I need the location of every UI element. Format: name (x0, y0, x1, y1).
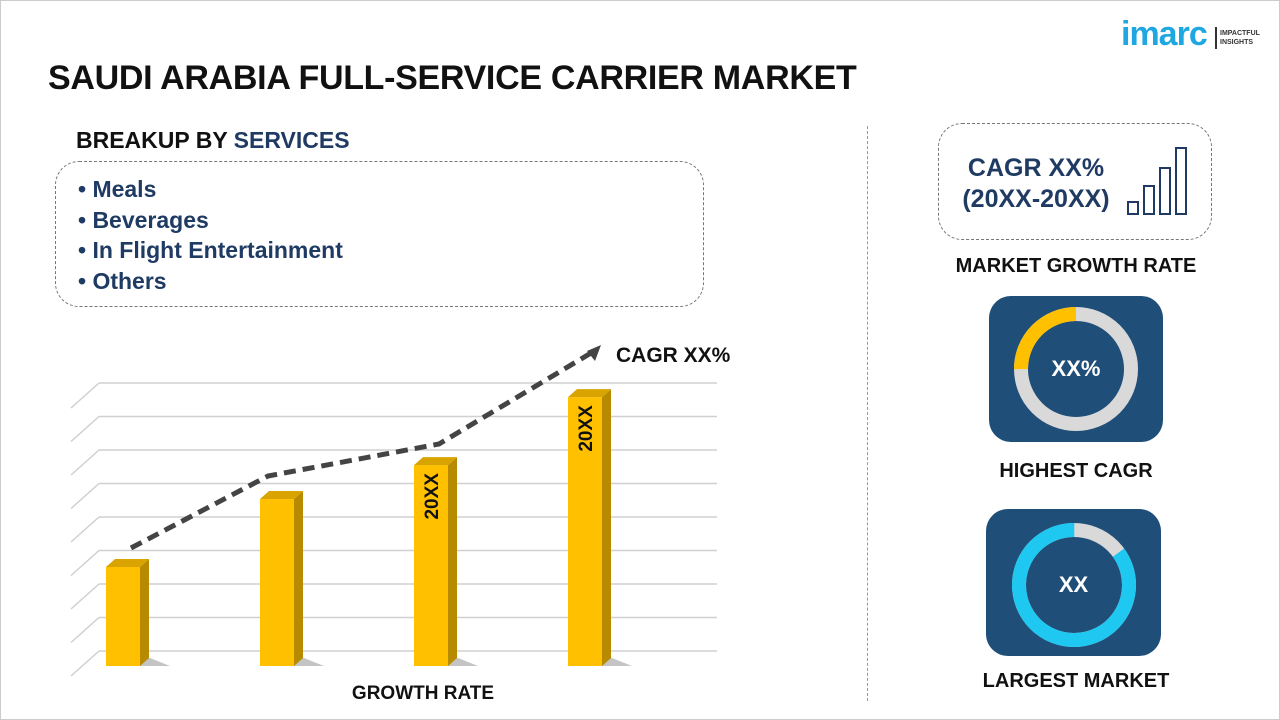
gridline-depth (70, 415, 100, 443)
gridline-depth (70, 449, 100, 476)
gridline-depth (70, 549, 100, 577)
gridline-depth (70, 583, 100, 610)
bar-label: 20XX (422, 473, 443, 520)
highest-cagr-value: XX% (1051, 356, 1101, 381)
bar-side (140, 558, 149, 666)
list-item: • Meals (78, 176, 157, 202)
bar-chart-icon (1127, 147, 1187, 215)
bar-side (294, 491, 303, 666)
period-line: (20XX-20XX) (962, 185, 1110, 213)
list-item: • Beverages (78, 206, 209, 233)
tagline-1: IMPACTFUL (1220, 30, 1260, 37)
bar-top (260, 491, 303, 500)
logo-tagline: IMPACTFUL INSIGHTS (1220, 29, 1260, 47)
growth-chart: 20XX 20XX CAGR XX% GROWTH RATE (70, 344, 731, 701)
highest-cagr-tile: XX% (989, 296, 1163, 442)
bar-side (602, 389, 611, 666)
bar (260, 499, 294, 666)
bar-top (106, 558, 149, 567)
largest-market-label: LARGEST MARKET (982, 670, 1170, 692)
page-title: SAUDI ARABIA FULL-SERVICE CARRIER MARKET (48, 59, 857, 97)
market-growth-label: MARKET GROWTH RATE (955, 255, 1197, 277)
largest-market-value: XX (1058, 572, 1089, 597)
trend-arrow-icon (587, 345, 601, 361)
list-item: • Others (78, 267, 167, 294)
bar (414, 465, 448, 666)
largest-market-fill (1012, 523, 1136, 647)
x-axis-label: GROWTH RATE (352, 683, 494, 701)
bar-top (414, 457, 457, 466)
trend-line (129, 350, 593, 551)
gridline-depth (70, 382, 100, 409)
trend-label: CAGR XX% (616, 344, 731, 367)
highest-cagr-label: HIGHEST CAGR (999, 460, 1153, 482)
market-growth-value: CAGR XX% (20XX-20XX) (951, 153, 1121, 215)
services-list: • Meals • Beverages • In Flight Entertai… (55, 161, 704, 307)
breakup-heading: BREAKUP BY SERVICES (76, 127, 350, 154)
bar-top (568, 389, 611, 398)
largest-market-tile: XX (986, 509, 1161, 656)
cagr-line: CAGR XX% (967, 154, 1105, 182)
gridline-depth (70, 650, 100, 677)
gridline-depth (70, 482, 100, 510)
logo-word: imarc (1121, 15, 1208, 53)
imarc-logo: imarc IMPACTFUL INSIGHTS (1121, 13, 1271, 53)
section-divider (867, 126, 868, 701)
breakup-prefix: BREAKUP BY (76, 127, 234, 153)
bar-label: 20XX (576, 405, 597, 452)
market-growth-box (938, 123, 1212, 240)
list-item: • In Flight Entertainment (78, 237, 343, 263)
breakup-highlight: SERVICES (233, 127, 350, 153)
gridline-depth (70, 516, 100, 543)
bar (568, 397, 602, 666)
gridline-depth (70, 616, 100, 644)
tagline-2: INSIGHTS (1220, 39, 1254, 46)
largest-market-donut (1012, 523, 1136, 647)
logo-divider (1215, 27, 1217, 49)
bar-side (448, 457, 457, 666)
highest-cagr-donut (1014, 307, 1138, 431)
highest-cagr-fill (1014, 307, 1138, 431)
bar (106, 566, 140, 666)
